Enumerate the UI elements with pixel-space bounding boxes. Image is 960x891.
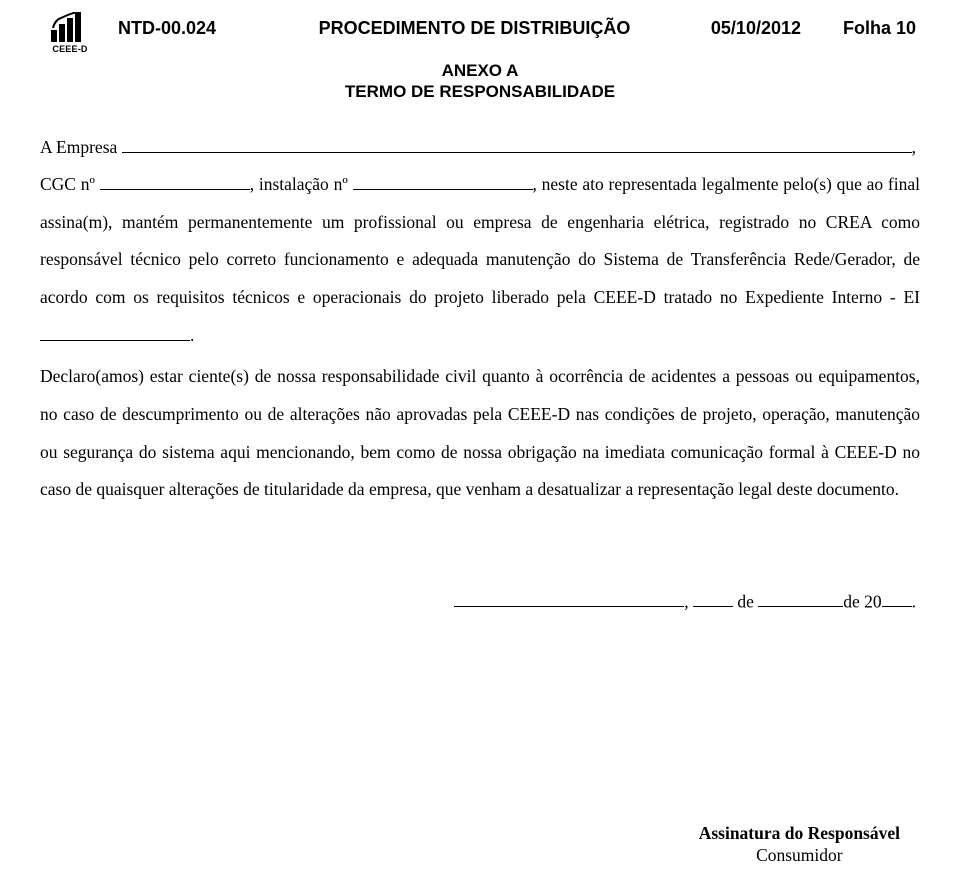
p1-run1: A Empresa [40,137,122,157]
doc-code: NTD-00.024 [118,18,248,39]
blank-instalacao [353,172,533,190]
blank-empresa [122,134,912,152]
blank-month [758,589,843,607]
signature-label: Assinatura do Responsável [699,822,900,845]
p1-run6: . [190,325,194,345]
blank-ei [40,322,190,340]
logo-text: CEEE-D [52,44,87,54]
folha: Folha 10 [821,18,916,39]
anexo-line1: ANEXO A [40,60,920,81]
p1-run3: , instalação nº [250,174,353,194]
body-paragraph-1: A Empresa , CGC nº , instalação nº , nes… [40,129,920,355]
folha-label: Folha [843,18,891,38]
ceee-logo-icon [51,12,89,42]
page: CEEE-D NTD-00.024 PROCEDIMENTO DE DISTRI… [0,0,960,891]
dl-seg4: de [733,591,758,611]
signature-block: Assinatura do Responsável Consumidor [699,822,900,868]
dl-seg2: , [684,591,693,611]
doc-date: 05/10/2012 [701,18,821,39]
doc-title: PROCEDIMENTO DE DISTRIBUIÇÃO [248,18,701,39]
page-header: CEEE-D NTD-00.024 PROCEDIMENTO DE DISTRI… [40,12,920,54]
dl-seg8: . [912,591,916,611]
blank-cgc [100,172,250,190]
dl-seg6: de 20 [843,591,881,611]
blank-day [693,589,733,607]
blank-city [454,589,684,607]
p1-run2: CGC nº [40,174,100,194]
p1-run4: , neste ato representada legalmente pelo… [533,174,832,194]
logo-block: CEEE-D [40,12,100,54]
folha-number: 10 [896,18,916,38]
header-bar: NTD-00.024 PROCEDIMENTO DE DISTRIBUIÇÃO … [100,12,920,44]
date-line: , de de 20. [40,589,920,612]
anexo-heading: ANEXO A TERMO DE RESPONSABILIDADE [40,60,920,103]
anexo-line2: TERMO DE RESPONSABILIDADE [40,81,920,102]
body-paragraph-2: Declaro(amos) estar ciente(s) de nossa r… [40,358,920,509]
signature-sub: Consumidor [699,844,900,867]
blank-year [882,589,912,607]
